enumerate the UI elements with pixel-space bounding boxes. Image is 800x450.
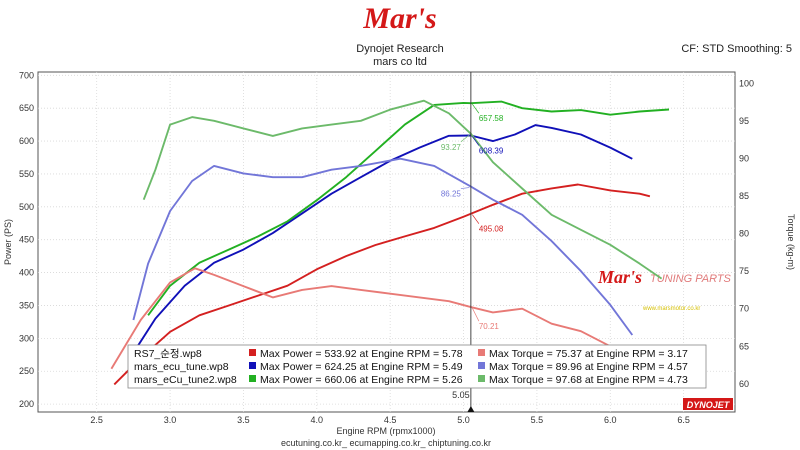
series-line-power_tune bbox=[132, 124, 633, 354]
cursor-pointer-line bbox=[472, 103, 480, 114]
cursor-value-label: 657.58 bbox=[479, 114, 504, 123]
cursor-value-label: 70.21 bbox=[479, 322, 500, 331]
cursor-value-label: 93.27 bbox=[441, 143, 462, 152]
series-line-torque_tune2 bbox=[142, 99, 663, 280]
series-line-power_rs7 bbox=[113, 183, 651, 386]
legend-run-name: mars_eCu_tune2.wp8 bbox=[134, 374, 237, 386]
y-tick-label: 200 bbox=[19, 399, 34, 409]
chart-subtitle: mars co ltd bbox=[373, 56, 427, 68]
legend-box bbox=[127, 344, 707, 389]
x-tick-label: 6.0 bbox=[604, 415, 617, 425]
cursor-value-label: 495.08 bbox=[479, 225, 504, 234]
y2-tick-label: 95 bbox=[739, 116, 749, 126]
cursor-value-label: 86.25 bbox=[441, 190, 462, 199]
watermark-text: TUNING PARTS bbox=[650, 273, 732, 285]
x-tick-label: 3.0 bbox=[164, 415, 177, 425]
y2-tick-label: 60 bbox=[739, 379, 749, 389]
series-lines bbox=[110, 99, 670, 386]
x-tick-label: 4.0 bbox=[311, 415, 324, 425]
series-line-power_tune2 bbox=[147, 100, 670, 316]
y-tick-label: 600 bbox=[19, 136, 34, 146]
y2-tick-label: 85 bbox=[739, 191, 749, 201]
cursor-pointer-line bbox=[472, 307, 480, 322]
y2-tick-label: 80 bbox=[739, 229, 749, 239]
y-tick-labels: 200 250 300 350 400 450 500 550 600 650 700 bbox=[19, 70, 34, 409]
y-tick-label: 700 bbox=[19, 70, 34, 80]
y2-tick-label: 65 bbox=[739, 341, 749, 351]
y-tick-label: 250 bbox=[19, 366, 34, 376]
cursor-rpm-label: 5.05 bbox=[452, 390, 470, 400]
y-axis-label: Power (PS) bbox=[3, 219, 13, 265]
y-tick-label: 500 bbox=[19, 202, 34, 212]
x-tick-label: 5.0 bbox=[457, 415, 470, 425]
x-tick-label: 4.5 bbox=[384, 415, 397, 425]
x-tick-label: 5.5 bbox=[531, 415, 544, 425]
legend-run-name: RS7_순정.wp8 bbox=[134, 348, 202, 360]
legend-swatch-torque-tune2 bbox=[478, 375, 485, 382]
footer-credits: ecutuning.co.kr_ ecumapping.co.kr_ chipt… bbox=[281, 438, 491, 448]
y-tick-label: 550 bbox=[19, 169, 34, 179]
x-tick-label: 6.5 bbox=[677, 415, 690, 425]
y-tick-label: 400 bbox=[19, 268, 34, 278]
x-tick-labels: 2.5 3.0 3.5 4.0 4.5 5.0 5.5 6.0 6.5 bbox=[90, 415, 689, 425]
legend-max-torque: Max Torque = 97.68 at Engine RPM = 4.73 bbox=[489, 374, 688, 386]
y2-tick-label: 75 bbox=[739, 266, 749, 276]
cursor-marker bbox=[467, 406, 475, 412]
y-tick-label: 450 bbox=[19, 235, 34, 245]
cursor-pointer-line bbox=[472, 136, 480, 146]
series-line-torque_tune bbox=[132, 157, 634, 336]
legend-swatch-torque-tune bbox=[478, 362, 485, 369]
legend: RS7_순정.wp8 mars_ecu_tune.wp8 mars_eCu_tu… bbox=[127, 344, 707, 389]
legend-max-power: Max Power = 660.06 at Engine RPM = 5.26 bbox=[260, 374, 463, 386]
series-line-torque_rs7 bbox=[110, 267, 626, 370]
legend-max-power: Max Power = 533.92 at Engine RPM = 5.78 bbox=[260, 348, 463, 360]
legend-swatch-torque-rs7 bbox=[478, 349, 485, 356]
dynojet-logo-text: DYNOJET bbox=[687, 400, 731, 410]
y-tick-label: 350 bbox=[19, 300, 34, 310]
x-tick-label: 3.5 bbox=[237, 415, 250, 425]
header-logo: Mar's bbox=[362, 2, 436, 35]
cursor-value-label: 608.39 bbox=[479, 147, 504, 156]
y2-tick-label: 70 bbox=[739, 304, 749, 314]
x-tick-label: 2.5 bbox=[90, 415, 103, 425]
y2-tick-labels: 60 65 70 75 80 85 90 95 100 bbox=[739, 78, 754, 389]
watermark-url: www.marsmotor.co.kr bbox=[642, 306, 700, 312]
cursor-pointer-line bbox=[460, 134, 470, 143]
watermark-logo: Mar's bbox=[597, 267, 642, 287]
y2-tick-label: 90 bbox=[739, 153, 749, 163]
legend-swatch-power-tune bbox=[249, 362, 256, 369]
legend-max-torque: Max Torque = 89.96 at Engine RPM = 4.57 bbox=[489, 361, 688, 373]
cursor-pointer-line bbox=[472, 214, 480, 224]
legend-max-power: Max Power = 624.25 at Engine RPM = 5.49 bbox=[260, 361, 463, 373]
y-tick-label: 650 bbox=[19, 103, 34, 113]
settings-label: CF: STD Smoothing: 5 bbox=[681, 43, 792, 55]
dynojet-logo-bg bbox=[683, 398, 733, 410]
dynojet-logo: DYNOJET bbox=[683, 398, 733, 410]
cursor-pointer-line bbox=[460, 187, 470, 189]
y-tick-label: 300 bbox=[19, 333, 34, 343]
y2-axis-label: Torque (kg-m) bbox=[786, 214, 796, 270]
legend-run-name: mars_ecu_tune.wp8 bbox=[134, 361, 229, 373]
x-axis-label: Engine RPM (rpmx1000) bbox=[336, 426, 435, 436]
y2-tick-label: 100 bbox=[739, 78, 754, 88]
chart-title: Dynojet Research bbox=[356, 43, 443, 55]
legend-max-torque: Max Torque = 75.37 at Engine RPM = 3.17 bbox=[489, 348, 688, 360]
legend-swatch-power-tune2 bbox=[249, 375, 256, 382]
legend-swatch-power-rs7 bbox=[249, 349, 256, 356]
